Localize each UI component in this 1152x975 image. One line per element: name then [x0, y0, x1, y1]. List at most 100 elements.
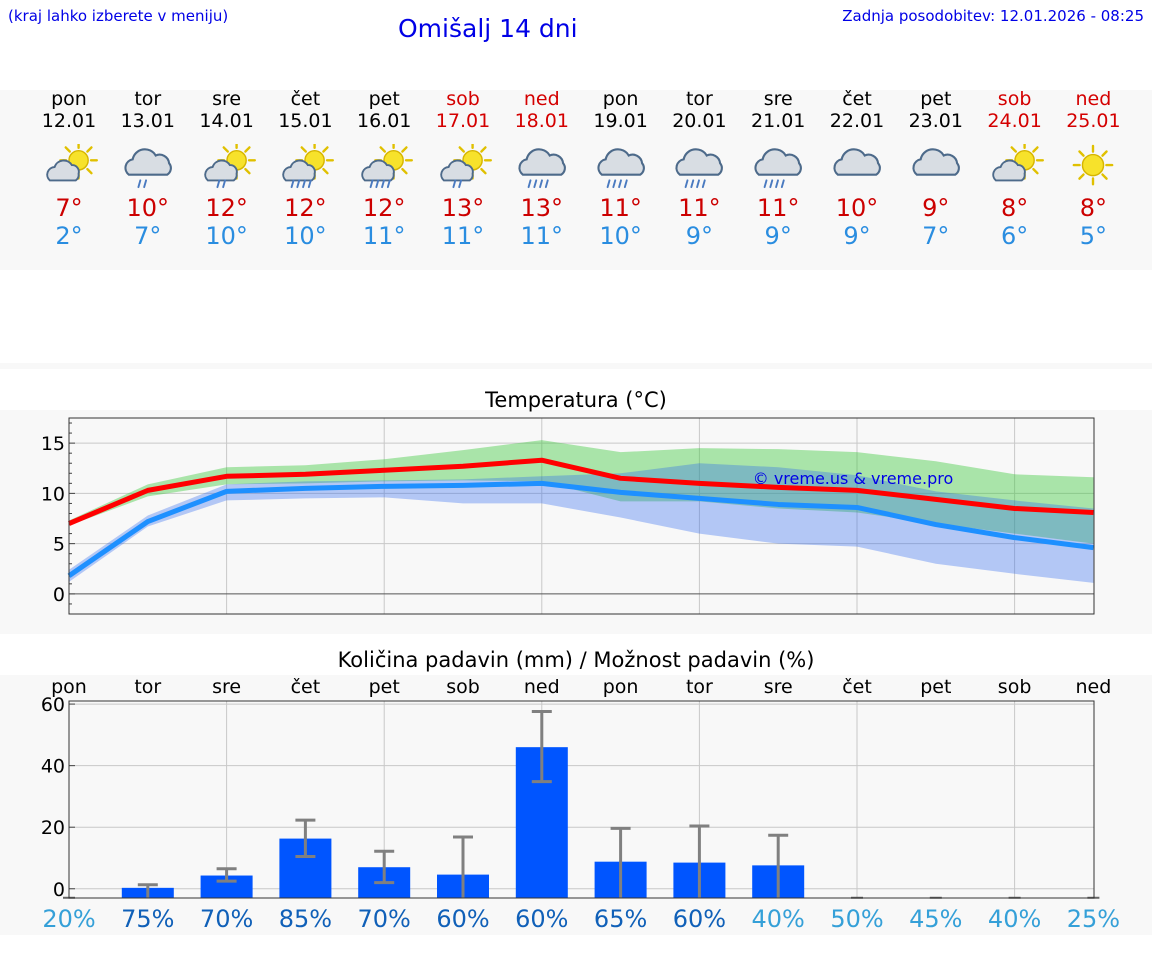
max-range-band — [69, 440, 1094, 544]
max-temp: 13° — [441, 194, 485, 222]
max-temp: 13° — [520, 194, 564, 222]
min-temp: 9° — [764, 222, 792, 250]
x-category-label: sre — [764, 676, 793, 698]
sun-cloud-heavy-rain-icon — [265, 144, 345, 190]
min-temp: 6° — [1000, 222, 1029, 250]
day-date: 25.01 — [1066, 110, 1121, 132]
day-date: 21.01 — [750, 110, 806, 132]
min-temp: 10° — [205, 222, 248, 250]
precip-chance-label: 70% — [358, 905, 411, 933]
day-name: pet — [368, 88, 400, 110]
max-temp: 7° — [55, 194, 83, 222]
temperature-chart-title: Temperatura (°C) — [485, 388, 667, 412]
precip-chart-title: Količina padavin (mm) / Možnost padavin … — [337, 648, 815, 672]
day-name: sob — [997, 88, 1032, 110]
day-date: 15.01 — [278, 110, 333, 132]
plot-frame — [68, 700, 1095, 899]
day-date: 19.01 — [593, 110, 648, 132]
cloud-icon — [817, 144, 897, 190]
day-date: 17.01 — [435, 110, 491, 132]
day-5: sob 17.01 13° 11° — [423, 88, 503, 250]
day-name: sre — [763, 88, 793, 110]
x-category-label: ned — [1076, 676, 1112, 698]
max-temp: 8° — [1079, 194, 1108, 222]
precip-chance-label: 25% — [1067, 905, 1120, 933]
max-temp: 11° — [678, 194, 721, 222]
day-13: ned 25.01 8° 5° — [1053, 88, 1133, 250]
day-name: ned — [523, 88, 560, 110]
plot-frame — [68, 417, 1095, 615]
day-10: čet 22.01 10° 9° — [817, 88, 897, 250]
max-temp: 10° — [126, 194, 170, 222]
plot-area — [69, 418, 1094, 614]
day-date: 24.01 — [987, 110, 1042, 132]
cloud-heavy-rain-icon — [502, 144, 582, 190]
min-temp: 7° — [134, 222, 162, 250]
min-temp: 5° — [1079, 222, 1108, 250]
precip-chance-label: 75% — [121, 905, 174, 933]
plot-area — [69, 701, 1094, 898]
precip-chance-label: 60% — [515, 905, 568, 933]
y-tick-label: 40 — [41, 756, 65, 778]
x-category-label: pet — [920, 676, 951, 698]
day-4: pet 16.01 12° 11° — [344, 88, 424, 250]
day-2: sre 14.01 12° 10° — [187, 88, 267, 250]
min-temp: 11° — [362, 222, 406, 250]
day-8: tor 20.01 11° 9° — [659, 88, 739, 250]
y-tick-label: 20 — [41, 817, 65, 839]
min-temp: 10° — [284, 222, 327, 250]
x-category-label: sob — [446, 676, 480, 698]
forecast-band — [0, 90, 1152, 270]
min-temp: 9° — [843, 222, 871, 250]
day-date: 16.01 — [356, 110, 412, 132]
day-12: sob 24.01 8° 6° — [975, 88, 1055, 250]
watermark: © vreme.us & vreme.pro — [753, 469, 954, 488]
min-temp: 9° — [685, 222, 714, 250]
y-tick-label: 10 — [41, 483, 65, 505]
day-date: 23.01 — [908, 110, 963, 132]
x-category-label: sre — [212, 676, 241, 698]
precip-chance-label: 40% — [752, 905, 805, 933]
y-tick-label: 0 — [53, 879, 65, 901]
min-temp-line — [67, 480, 1094, 578]
precip-bar — [200, 875, 253, 898]
page-title: Omišalj 14 dni — [398, 14, 578, 43]
day-7: pon 19.01 11° 10° — [581, 88, 661, 250]
max-temp: 11° — [756, 194, 800, 222]
precip-chance-label: 60% — [673, 905, 726, 933]
precip-chance-label: 40% — [988, 905, 1041, 933]
max-temp: 9° — [922, 194, 950, 222]
day-name: tor — [134, 88, 162, 110]
max-temp: 10° — [835, 194, 879, 222]
x-category-label: ned — [524, 676, 560, 698]
max-temp: 12° — [284, 194, 327, 222]
min-temp: 11° — [441, 222, 485, 250]
precip-chance-label: 65% — [594, 905, 647, 933]
min-range-band — [69, 463, 1094, 583]
max-temp: 12° — [205, 194, 248, 222]
day-3: čet 15.01 12° 10° — [265, 88, 345, 250]
sun-icon — [1053, 144, 1133, 190]
precip-chance-label: 50% — [830, 905, 883, 933]
precip-chance-label: 20% — [42, 905, 95, 933]
day-name: tor — [685, 88, 713, 110]
day-date: 18.01 — [514, 110, 569, 132]
temperature-chart: 0 5 10 15 © vreme.us & vreme.pro — [41, 417, 1095, 615]
sun-cloud-rain-icon — [187, 144, 267, 190]
sun-cloud-icon — [975, 144, 1055, 190]
day-forecast-row: pon 12.01 7° 2° tor 13.01 10° 7° sre 14.01 12° 10° č… — [0, 0, 1152, 270]
min-temp: 2° — [55, 222, 83, 250]
header-hint[interactable]: (kraj lahko izberete v meniju) — [8, 7, 229, 25]
y-tick-label: 15 — [41, 433, 65, 455]
precip-chance-label: 85% — [279, 905, 332, 933]
x-category-label: sob — [998, 676, 1032, 698]
cloud-icon — [896, 144, 976, 190]
sun-cloud-icon — [29, 144, 109, 190]
day-date: 13.01 — [120, 110, 175, 132]
cloud-rain-icon — [108, 144, 188, 190]
max-temp: 12° — [362, 194, 406, 222]
day-name: čet — [842, 88, 872, 110]
max-temp: 11° — [599, 194, 642, 222]
sun-cloud-heavy-rain-icon — [344, 144, 424, 190]
